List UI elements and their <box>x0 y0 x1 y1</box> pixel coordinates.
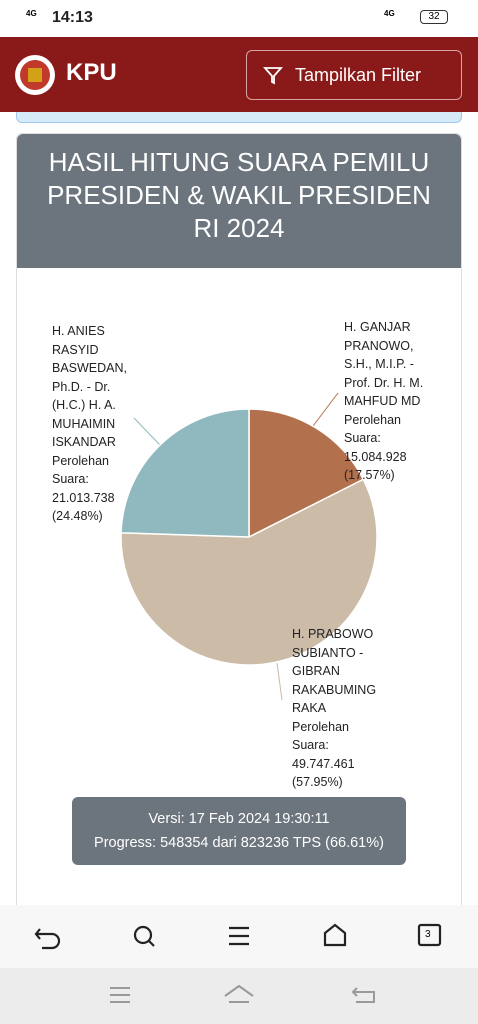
pie-slice <box>120 478 378 666</box>
previous-card <box>16 112 462 123</box>
time: 14:13 <box>52 9 93 26</box>
home-icon[interactable] <box>323 923 347 947</box>
app-header: KPU Tampilkan Filter <box>0 37 478 112</box>
filter-label: Tampilkan Filter <box>295 65 422 85</box>
vote-percent: (57.95%) <box>292 775 343 789</box>
vote-percent: (17.57%) <box>344 468 395 482</box>
vote-count: 15.084.928 <box>344 449 407 464</box>
back-icon[interactable] <box>34 928 61 950</box>
browser-icons <box>34 923 442 950</box>
network-right: 4G <box>384 9 395 18</box>
tab-count: 3 <box>425 929 431 940</box>
battery: 32 <box>420 10 448 24</box>
system-nav <box>0 968 478 1024</box>
version: Versi: 17 Feb 2024 19:30:11 <box>148 811 330 827</box>
candidate-name: H. GANJAR PRANOWO, S.H., M.I.P. - Prof. … <box>344 320 424 408</box>
vote-count: 21.013.738 <box>52 490 115 505</box>
vote-count: 49.747.461 <box>292 756 355 771</box>
chart-title: HASIL HITUNG SUARA PEMILU PRESIDEN & WAK… <box>47 147 431 243</box>
pie-slice <box>248 408 365 539</box>
menu-icon[interactable] <box>229 926 249 946</box>
kpu-logo <box>15 55 55 95</box>
vote-percent: (24.48%) <box>52 509 103 523</box>
progress: Progress: 548354 dari 823236 TPS (66.61%… <box>94 835 384 851</box>
filter-button[interactable]: Tampilkan Filter <box>246 50 462 100</box>
vote-caption: Perolehan Suara: <box>292 719 349 753</box>
candidate-name: H. PRABOWO SUBIANTO - GIBRAN RAKABUMING … <box>292 627 377 715</box>
leader-line <box>309 392 339 431</box>
slice-label: H. GANJAR PRANOWO, S.H., M.I.P. - Prof. … <box>344 318 436 485</box>
leader-line <box>133 417 161 446</box>
vote-caption: Perolehan Suara: <box>52 453 109 487</box>
network: 4G <box>26 9 37 18</box>
pie-slice <box>120 408 250 538</box>
filter-icon <box>263 67 283 85</box>
status-bar: 4G 14:13 4G 32 <box>0 0 478 36</box>
leader-line <box>276 662 283 701</box>
info-box: Versi: 17 Feb 2024 19:30:11 Progress: 54… <box>72 797 406 865</box>
vote-caption: Perolehan Suara: <box>344 412 401 446</box>
brand: KPU <box>66 59 117 86</box>
search-icon[interactable] <box>133 925 153 945</box>
slice-label: H. PRABOWO SUBIANTO - GIBRAN RAKABUMING … <box>292 625 384 792</box>
system-icons <box>110 984 375 1003</box>
slice-label: H. ANIES RASYID BASWEDAN, Ph.D. - Dr. (H… <box>52 322 144 526</box>
card-header: HASIL HITUNG SUARA PEMILU PRESIDEN & WAK… <box>17 134 461 268</box>
browser-bar: 3 <box>0 905 478 968</box>
tabs-icon[interactable] <box>417 923 442 947</box>
candidate-name: H. ANIES RASYID BASWEDAN, Ph.D. - Dr. (H… <box>52 324 128 449</box>
